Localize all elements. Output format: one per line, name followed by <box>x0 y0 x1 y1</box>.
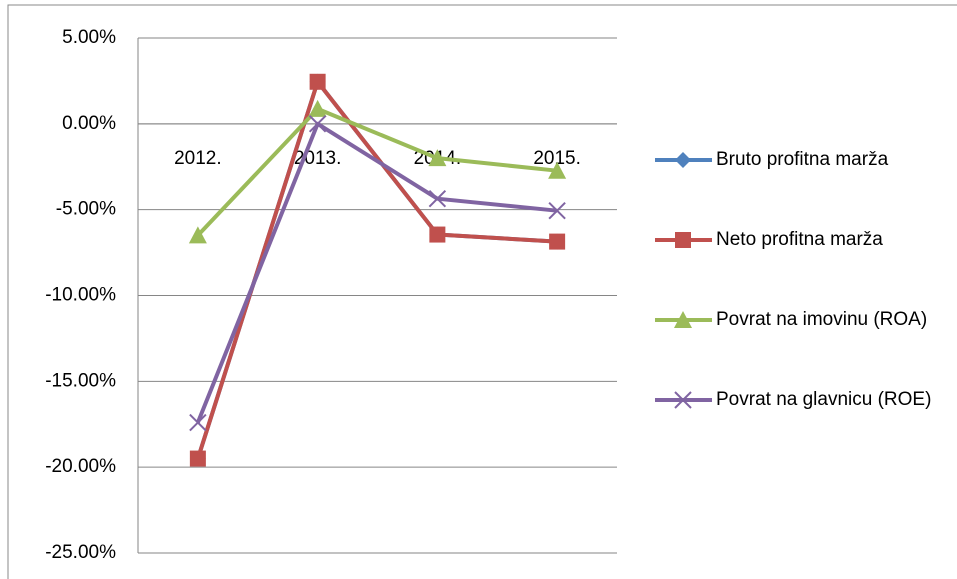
y-tick-label: -25.00% <box>45 542 116 563</box>
series-line <box>195 79 558 460</box>
series-marker <box>428 189 447 208</box>
legend-label: Povrat na glavnicu (ROE) <box>716 389 932 410</box>
x-tick-label: 2015. <box>533 148 581 169</box>
series-marker <box>548 201 566 220</box>
series-line <box>195 79 558 460</box>
series-marker <box>428 149 447 167</box>
series-marker <box>309 73 326 90</box>
series-line <box>196 106 558 237</box>
legend-marker <box>675 232 691 248</box>
y-tick-label: 5.00% <box>62 27 116 48</box>
y-tick-label: -20.00% <box>45 456 116 477</box>
series-marker <box>429 226 446 243</box>
y-tick-label: -15.00% <box>45 370 116 391</box>
series-marker <box>188 226 207 244</box>
series-marker <box>308 99 327 117</box>
series-marker <box>549 233 566 250</box>
chart-frame <box>7 4 957 579</box>
legend-marker <box>675 152 691 168</box>
y-tick-label: -10.00% <box>45 285 116 306</box>
legend-label: Neto profitna marža <box>716 229 883 250</box>
series-marker <box>308 115 327 133</box>
series-marker <box>189 450 206 467</box>
y-tick-label: -5.00% <box>56 199 116 220</box>
y-tick-label: 0.00% <box>62 113 116 134</box>
legend-marker <box>674 311 692 328</box>
legend-label: Bruto profitna marža <box>716 149 889 170</box>
series-marker <box>548 161 567 179</box>
legend-label: Povrat na imovinu (ROA) <box>716 309 928 330</box>
legend-marker <box>674 391 692 409</box>
series-line <box>196 121 558 424</box>
x-tick-label: 2012. <box>174 148 222 169</box>
series-marker <box>189 413 207 432</box>
